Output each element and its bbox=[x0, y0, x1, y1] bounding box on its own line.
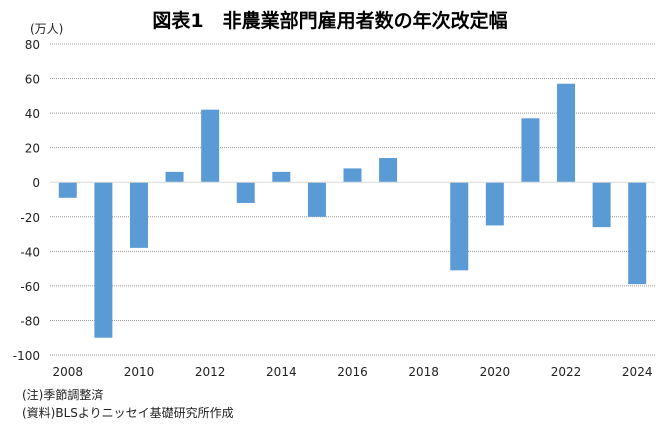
bar-2024 bbox=[628, 182, 647, 285]
y-tick-label: 20 bbox=[25, 142, 40, 156]
y-axis-unit: (万人) bbox=[30, 22, 64, 36]
y-tick-label: -80 bbox=[20, 314, 40, 328]
bar-2014 bbox=[272, 171, 291, 183]
bar-2008 bbox=[58, 182, 77, 198]
x-tick-label: 2012 bbox=[195, 365, 226, 379]
note-source: (資料)BLSよりニッセイ基礎研究所作成 bbox=[22, 406, 234, 420]
y-tick-label: -40 bbox=[20, 245, 40, 259]
y-tick-label: 80 bbox=[25, 38, 40, 52]
y-tick-label: 60 bbox=[25, 73, 40, 87]
y-tick-label: -100 bbox=[13, 349, 40, 363]
bar-2016 bbox=[343, 168, 362, 183]
y-tick-label: -20 bbox=[20, 211, 40, 225]
chart-title: 図表1 非農業部門雇用者数の年次改定幅 bbox=[152, 10, 508, 32]
bar-2011 bbox=[165, 171, 184, 183]
x-tick-label: 2022 bbox=[551, 365, 582, 379]
x-tick-label: 2010 bbox=[124, 365, 155, 379]
x-tick-label: 2016 bbox=[337, 365, 368, 379]
x-tick-label: 2020 bbox=[480, 365, 511, 379]
bar-2021 bbox=[521, 118, 540, 183]
bar-2013 bbox=[236, 182, 255, 203]
bar-2017 bbox=[379, 158, 398, 183]
note-seasonal: (注)季節調整済 bbox=[22, 388, 104, 402]
y-tick-label: -60 bbox=[20, 280, 40, 294]
y-tick-label: 0 bbox=[32, 176, 40, 190]
notes: (注)季節調整済 (資料)BLSよりニッセイ基礎研究所作成 bbox=[22, 386, 234, 422]
bar-2019 bbox=[450, 182, 469, 271]
x-tick-label: 2008 bbox=[53, 365, 84, 379]
y-tick-label: 40 bbox=[25, 107, 40, 121]
x-tick-label: 2024 bbox=[622, 365, 653, 379]
bar-2010 bbox=[129, 182, 148, 248]
bar-2020 bbox=[485, 182, 504, 226]
x-tick-label: 2014 bbox=[266, 365, 297, 379]
bar-2022 bbox=[557, 83, 576, 183]
bar-2015 bbox=[307, 182, 326, 217]
bar-2009 bbox=[94, 182, 113, 338]
x-tick-label: 2018 bbox=[408, 365, 439, 379]
bar-2023 bbox=[592, 182, 611, 228]
bar-2012 bbox=[201, 109, 220, 183]
